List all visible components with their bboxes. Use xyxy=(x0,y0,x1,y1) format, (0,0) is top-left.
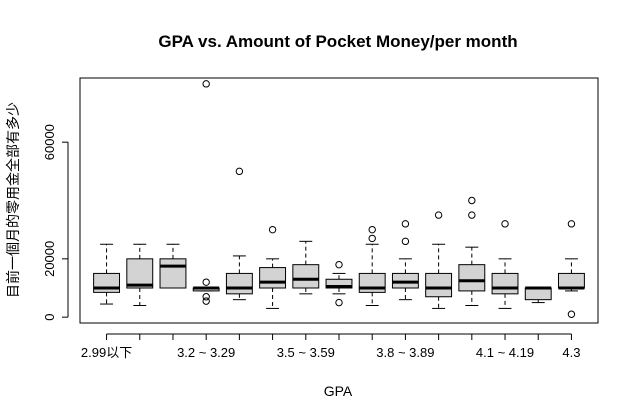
box-11 xyxy=(425,211,453,309)
box-15 xyxy=(557,220,585,318)
x-tick-label: 3.2 ~ 3.29 xyxy=(177,345,235,360)
box-5 xyxy=(225,167,253,301)
outlier-point xyxy=(235,167,244,176)
x-tick-label: 3.5 ~ 3.59 xyxy=(277,345,335,360)
box-body xyxy=(524,287,552,301)
box-body xyxy=(292,264,320,289)
x-axis-label: GPA xyxy=(324,383,353,399)
x-tick-label: 4.1 ~ 4.19 xyxy=(476,345,534,360)
outlier-point xyxy=(335,260,343,269)
outlier-point xyxy=(401,220,410,228)
box-body xyxy=(557,272,585,289)
box-1 xyxy=(93,243,121,305)
box-4 xyxy=(192,80,220,305)
outlier-point xyxy=(468,211,476,219)
box-12 xyxy=(458,196,486,306)
box-body xyxy=(491,272,519,295)
outlier-point xyxy=(202,278,210,286)
chart-title: GPA vs. Amount of Pocket Money/per month xyxy=(158,32,517,51)
box-body xyxy=(93,272,121,293)
box-6 xyxy=(259,225,287,309)
outlier-point xyxy=(368,225,376,234)
outlier-point xyxy=(501,220,509,228)
box-body xyxy=(425,272,453,298)
box-body xyxy=(225,272,253,295)
y-axis: 0 20000 60000 xyxy=(42,124,69,321)
box-body xyxy=(159,258,187,289)
plot-frame xyxy=(79,77,599,324)
y-tick-label: 0 xyxy=(42,314,57,321)
outlier-point xyxy=(202,80,210,88)
outlier-point xyxy=(335,298,343,307)
x-tick-label: 2.99以下 xyxy=(81,345,132,360)
box-8 xyxy=(325,260,353,307)
outlier-point xyxy=(202,293,210,301)
outlier-point xyxy=(368,234,376,243)
box-7 xyxy=(292,240,320,295)
outlier-point xyxy=(401,237,410,246)
outlier-point xyxy=(268,225,277,234)
box-10 xyxy=(391,220,419,301)
box-body xyxy=(358,272,386,293)
outlier-point xyxy=(468,196,476,205)
box-body xyxy=(458,264,486,292)
x-tick-label: 3.8 ~ 3.89 xyxy=(376,345,434,360)
x-tick-label: 4.3 xyxy=(562,345,580,360)
outlier-point xyxy=(567,310,576,318)
box-body xyxy=(259,267,287,289)
box-14 xyxy=(524,286,552,304)
outlier-point xyxy=(567,220,576,228)
box-body xyxy=(126,258,154,289)
box-13 xyxy=(491,220,519,309)
outlier-point xyxy=(202,297,210,305)
y-tick-label: 20000 xyxy=(42,241,57,277)
box-9 xyxy=(358,225,386,306)
y-tick-label: 60000 xyxy=(42,124,57,160)
box-group xyxy=(93,80,585,318)
x-axis: 2.99以下 3.2 ~ 3.29 3.5 ~ 3.59 3.8 ~ 3.89 4.1 … xyxy=(81,333,580,360)
box-2 xyxy=(126,243,154,306)
outlier-point xyxy=(434,211,443,219)
box-3 xyxy=(159,243,187,289)
y-axis-label: 目前一個月的零用金全部有多少 xyxy=(5,102,21,298)
